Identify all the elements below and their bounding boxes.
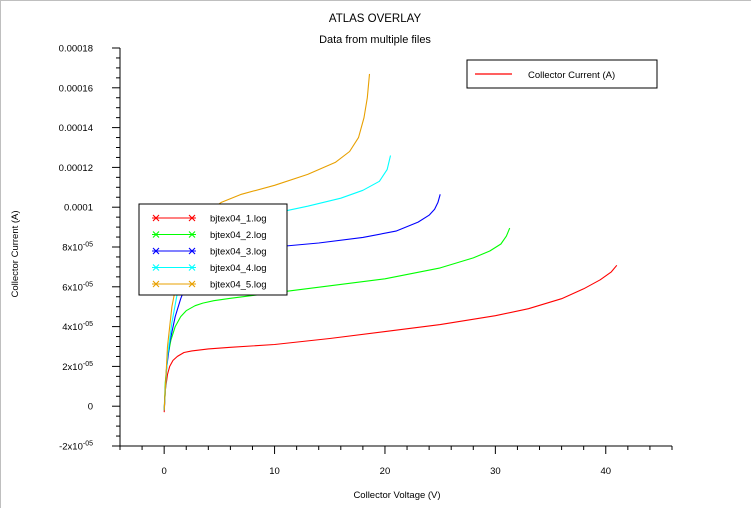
y-tick-label: 0.00014 — [59, 123, 93, 134]
x-tick-label: 20 — [380, 466, 391, 477]
x-tick-label: 10 — [269, 466, 280, 477]
y-tick-label: 0 — [88, 402, 93, 413]
chart-subtitle: Data from multiple files — [319, 34, 431, 46]
legend-marker — [152, 231, 160, 238]
legend-top-right: Collector Current (A) — [466, 59, 658, 89]
legend-marker — [152, 264, 160, 271]
legend-entry-4: bjtex04_4.log — [152, 263, 267, 274]
y-tick-label: 2x10-05 — [62, 361, 93, 373]
legend-entry-label: bjtex04_3.log — [210, 247, 267, 258]
legend-marker — [188, 231, 196, 238]
legend-marker — [188, 247, 196, 255]
y-tick-label: 4x10-05 — [62, 321, 93, 333]
x-tick-label: 30 — [490, 466, 501, 477]
legend-entry-1: bjtex04_1.log — [152, 214, 267, 225]
legend-entry-label: bjtex04_1.log — [210, 214, 267, 225]
y-tick-label: 0.0001 — [64, 203, 93, 214]
legend-marker — [152, 247, 160, 255]
chart-title: ATLAS OVERLAY — [329, 13, 422, 25]
legend-marker — [152, 280, 160, 288]
legend-marker — [188, 264, 196, 271]
y-tick-label: -2x10-05 — [59, 441, 93, 453]
y-tick-label: 8x10-05 — [62, 242, 93, 254]
x-tick-label: 0 — [162, 466, 167, 477]
y-tick-label: 0.00016 — [59, 83, 93, 94]
legend-top-right-label: Collector Current (A) — [528, 70, 615, 81]
legend-entry-3: bjtex04_3.log — [152, 247, 267, 258]
legend-entry-label: bjtex04_4.log — [210, 263, 267, 274]
y-tick-label: 6x10-05 — [62, 281, 93, 293]
series-line-2 — [163, 227, 511, 411]
legend-entry-2: bjtex04_2.log — [152, 230, 267, 241]
legend-entry-5: bjtex04_5.log — [152, 280, 267, 291]
legend-files: bjtex04_1.log bjtex04_2.log bjtex04_3.logb… — [138, 203, 288, 296]
y-axis-label: Collector Current (A) — [10, 210, 21, 297]
series-line-1 — [163, 264, 618, 413]
y-tick-label: 0.00018 — [59, 44, 93, 55]
legend-entry-label: bjtex04_2.log — [210, 230, 267, 241]
tick-group: 0.00018 0.00016 0.00014 0.00012 0.0001 8x10-0… — [59, 44, 673, 477]
legend-marker — [152, 214, 160, 222]
legend-marker — [188, 214, 196, 222]
legend-entry-label: bjtex04_5.log — [210, 280, 267, 291]
y-tick-label: 0.00012 — [59, 163, 93, 174]
legend-files-box — [138, 203, 288, 296]
x-tick-label: 40 — [600, 466, 611, 477]
legend-top-right-box — [466, 59, 658, 89]
legend-marker — [188, 280, 196, 288]
x-axis-label: Collector Voltage (V) — [353, 490, 440, 501]
